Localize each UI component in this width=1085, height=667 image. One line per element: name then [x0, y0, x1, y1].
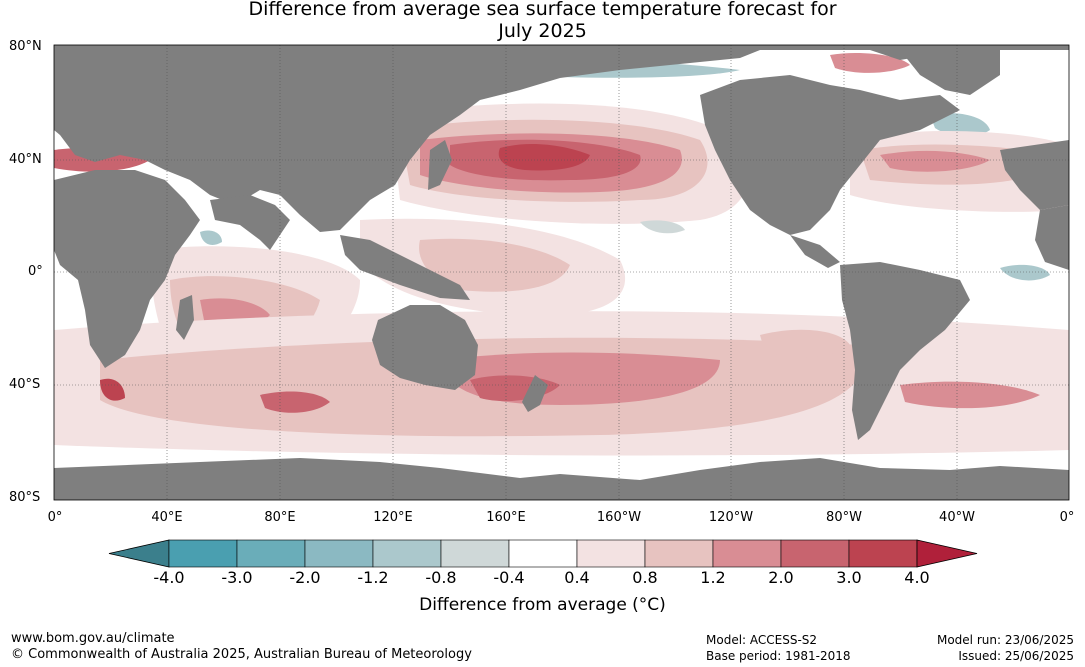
anomaly-patch [830, 53, 910, 73]
anomaly-patch [880, 150, 990, 172]
land-new-zealand [522, 375, 548, 412]
footer-issued: Issued: 25/06/2025 [958, 649, 1074, 663]
lon-label-0-east: 0° [1059, 510, 1075, 525]
lon-label-80w: 80°W [826, 510, 862, 525]
lon-label-0: 0° [47, 510, 63, 525]
footer-base-period: Base period: 1981-2018 [706, 649, 851, 663]
colorbar-band [440, 539, 510, 568]
lon-label-160w: 160°W [596, 510, 642, 525]
colorbar-band [644, 539, 714, 568]
land-europe-west [1000, 140, 1069, 210]
anomaly-patch [900, 381, 1040, 409]
land-north-america [700, 75, 960, 235]
colorbar-tick-label: 1.2 [700, 568, 726, 587]
lat-label-equator: 0° [28, 264, 43, 279]
land-japan [428, 140, 452, 190]
colorbar-band [508, 539, 578, 568]
map-title-line-2: July 2025 [498, 20, 587, 42]
colorbar-tick-label: 4.0 [904, 568, 930, 587]
colorbar-band [780, 539, 850, 568]
colorbar-tick-label: 0.4 [564, 568, 590, 587]
land-greenland [900, 50, 1000, 95]
land-madagascar [176, 295, 194, 340]
land-africa [54, 170, 200, 368]
anomaly-patch [1000, 264, 1050, 281]
footer-url[interactable]: www.bom.gov.au/climate [11, 631, 175, 646]
colorbar-tick-label: 3.0 [836, 568, 862, 587]
colorbar-extend-low [108, 539, 170, 568]
lat-label-40s: 40°S [9, 377, 41, 392]
footer-model: Model: ACCESS-S2 [706, 633, 818, 647]
map-area [54, 45, 1069, 500]
anomaly-patch [930, 113, 990, 137]
colorbar-title: Difference from average (°C) [419, 595, 666, 615]
lon-label-40w: 40°W [939, 510, 975, 525]
lon-label-80e: 80°E [264, 510, 296, 525]
land-antarctica [54, 458, 1069, 500]
colorbar-band [712, 539, 782, 568]
map-title-line-1: Difference from average sea surface temp… [248, 0, 837, 20]
land-eurasia [54, 45, 1069, 232]
footer-model-run: Model run: 23/06/2025 [936, 633, 1074, 647]
anomaly-patch [760, 329, 850, 358]
anomaly-patch [419, 238, 570, 292]
anomaly-patch [498, 144, 590, 171]
colorbar-band [372, 539, 442, 568]
lat-label-80n: 80°N [9, 39, 42, 54]
lat-label-80s: 80°S [9, 490, 41, 505]
anomaly-patch [260, 391, 330, 413]
lon-label-120w: 120°W [708, 510, 754, 525]
colorbar-band [236, 539, 306, 568]
anomaly-patch [100, 378, 125, 401]
colorbar-tick-label: -2.0 [289, 568, 321, 587]
colorbar-tick-label: -0.4 [493, 568, 525, 587]
lon-label-160e: 160°E [486, 510, 526, 525]
land-se-asia [340, 235, 470, 300]
colorbar-band [576, 539, 646, 568]
land-central-america [790, 235, 840, 268]
land-australia [372, 305, 478, 390]
colorbar-tick-label: 0.8 [632, 568, 658, 587]
colorbar-band [848, 539, 918, 568]
land-masses [54, 45, 1069, 500]
map-frame [53, 44, 1070, 501]
map-gridlines [54, 45, 1069, 500]
colorbar-tick-label: -3.0 [221, 568, 253, 587]
colorbar-tick-label: -4.0 [153, 568, 185, 587]
land-india [210, 195, 290, 250]
lon-label-40e: 40°E [151, 510, 183, 525]
colorbar-extend-high [916, 539, 978, 568]
colorbar-tick-label: -1.2 [357, 568, 389, 587]
land-south-america [840, 262, 970, 440]
lat-label-40n: 40°N [9, 152, 42, 167]
colorbar-tick-label: 2.0 [768, 568, 794, 587]
anomaly-patch [640, 220, 685, 234]
land-west-africa [1035, 205, 1069, 270]
anomaly-patch [200, 230, 222, 245]
colorbar-tick-label: -0.8 [425, 568, 457, 587]
colorbar-band [168, 539, 238, 568]
colorbar-band [304, 539, 374, 568]
footer-copyright: © Commonwealth of Australia 2025, Austra… [11, 647, 472, 662]
lon-label-120e: 120°E [373, 510, 413, 525]
